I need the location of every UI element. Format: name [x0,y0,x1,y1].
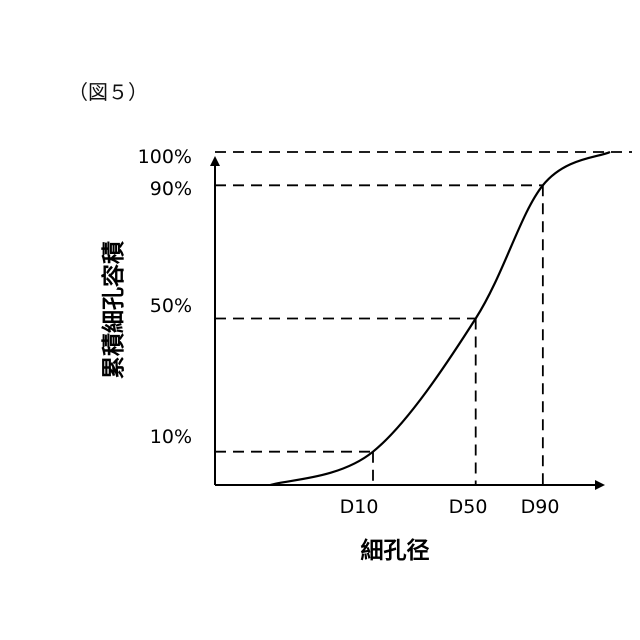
x-tick-label: D10 [340,496,379,518]
y-tick-label: 100% [138,146,192,168]
y-tick-label: 10% [150,426,192,448]
x-axis-title: 細孔径 [361,538,430,564]
y-axis-title: 累積細孔容積 [100,240,127,379]
y-tick-label: 50% [150,295,192,317]
x-tick-label: D50 [449,496,488,518]
x-tick-label: D90 [521,496,560,518]
reference-lines [215,152,632,485]
y-tick-label: 90% [150,178,192,200]
